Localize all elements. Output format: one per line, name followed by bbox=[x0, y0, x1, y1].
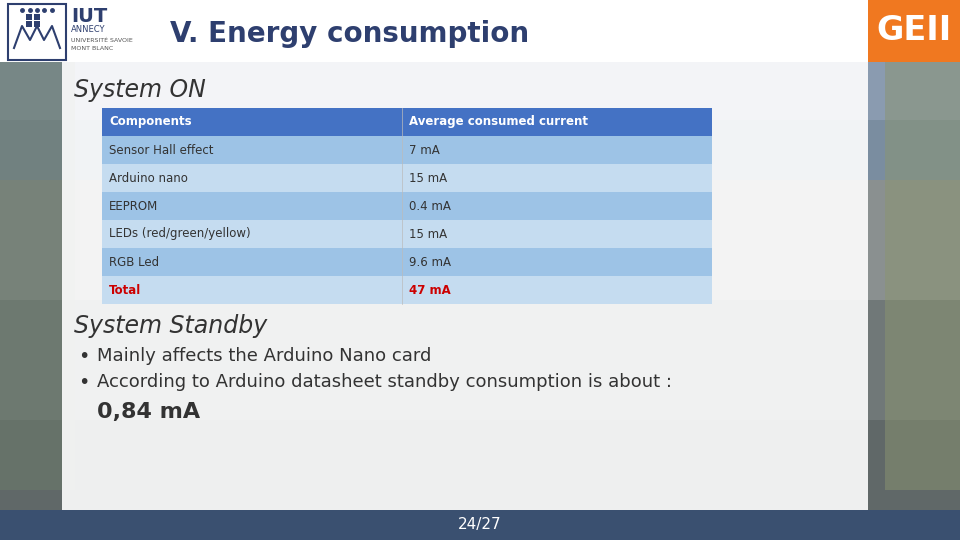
Text: ANNECY: ANNECY bbox=[71, 25, 106, 35]
Bar bbox=[8, 4, 66, 60]
Text: 7 mA: 7 mA bbox=[409, 144, 440, 157]
Bar bbox=[26, 21, 32, 27]
Text: Sensor Hall effect: Sensor Hall effect bbox=[109, 144, 213, 157]
Text: GEII: GEII bbox=[876, 15, 951, 48]
Text: Average consumed current: Average consumed current bbox=[409, 116, 588, 129]
Text: •: • bbox=[79, 347, 89, 366]
Text: Components: Components bbox=[109, 116, 192, 129]
Bar bbox=[0, 60, 75, 490]
Text: System Standby: System Standby bbox=[74, 314, 267, 338]
Bar bbox=[102, 276, 712, 304]
Bar bbox=[34, 14, 40, 20]
Bar bbox=[0, 180, 960, 300]
Text: •: • bbox=[79, 373, 89, 392]
Bar bbox=[102, 164, 712, 192]
Text: EEPROM: EEPROM bbox=[109, 199, 158, 213]
Bar bbox=[8, 4, 66, 60]
Text: 24/27: 24/27 bbox=[458, 517, 502, 532]
Bar bbox=[26, 14, 32, 20]
Bar bbox=[0, 0, 960, 60]
Bar bbox=[34, 21, 40, 27]
Bar bbox=[0, 0, 960, 62]
Text: IUT: IUT bbox=[71, 6, 108, 25]
Text: Arduino nano: Arduino nano bbox=[109, 172, 188, 185]
Bar bbox=[102, 136, 712, 164]
Text: 15 mA: 15 mA bbox=[409, 227, 447, 240]
Text: 0.4 mA: 0.4 mA bbox=[409, 199, 451, 213]
Bar bbox=[0, 420, 960, 540]
Bar bbox=[868, 0, 960, 62]
Bar bbox=[885, 60, 960, 490]
Text: System ON: System ON bbox=[74, 78, 205, 102]
Text: 0,84 mA: 0,84 mA bbox=[97, 402, 200, 422]
Text: MONT BLANC: MONT BLANC bbox=[71, 46, 113, 51]
Bar bbox=[0, 120, 960, 180]
Bar bbox=[102, 220, 712, 248]
Text: V. Energy consumption: V. Energy consumption bbox=[170, 20, 529, 48]
Bar bbox=[62, 62, 868, 510]
Text: 9.6 mA: 9.6 mA bbox=[409, 255, 451, 268]
Bar bbox=[0, 510, 960, 540]
Text: LEDs (red/green/yellow): LEDs (red/green/yellow) bbox=[109, 227, 251, 240]
Text: RGB Led: RGB Led bbox=[109, 255, 159, 268]
Text: Mainly affects the Arduino Nano card: Mainly affects the Arduino Nano card bbox=[97, 347, 431, 365]
Text: According to Arduino datasheet standby consumption is about :: According to Arduino datasheet standby c… bbox=[97, 373, 672, 391]
Bar bbox=[102, 192, 712, 220]
Text: UNIVERSITÉ SAVOIE: UNIVERSITÉ SAVOIE bbox=[71, 37, 132, 43]
Text: Total: Total bbox=[109, 284, 141, 296]
Bar bbox=[102, 248, 712, 276]
Bar bbox=[0, 300, 960, 420]
Bar bbox=[0, 60, 960, 120]
Text: 15 mA: 15 mA bbox=[409, 172, 447, 185]
Text: 47 mA: 47 mA bbox=[409, 284, 451, 296]
Bar bbox=[102, 108, 712, 136]
